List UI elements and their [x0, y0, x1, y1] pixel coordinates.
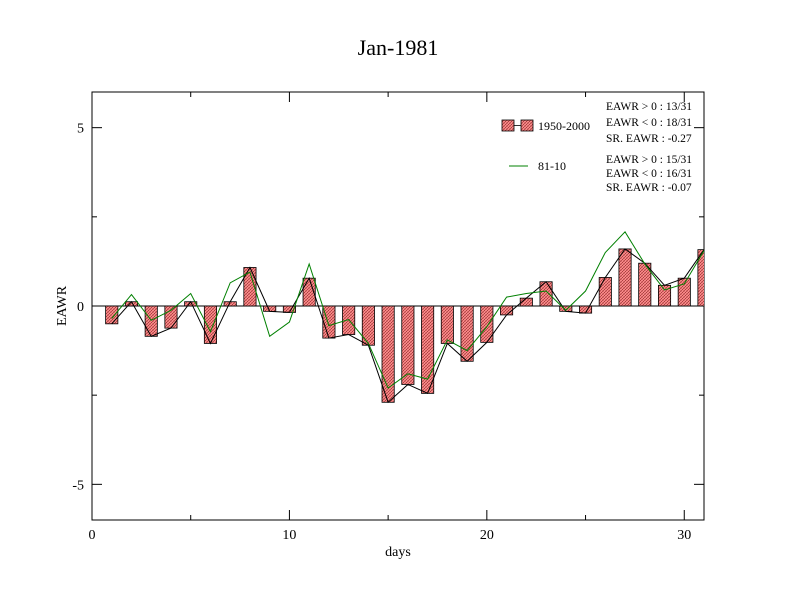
bar [460, 305, 474, 362]
bar [677, 277, 691, 307]
bar [697, 249, 704, 307]
x-tick-label: 30 [677, 528, 691, 543]
bar [579, 305, 593, 314]
stats: EAWR > 0 : 13/31 EAWR < 0 : 18/31 SR. EA… [606, 101, 692, 194]
series-line-1950-2000 [111, 248, 704, 404]
x-tick-label: 20 [480, 528, 494, 543]
x-tick-label: 0 [89, 528, 96, 543]
bar [401, 305, 415, 385]
chart-title: Jan-1981 [358, 35, 439, 60]
y-tick-label: 5 [77, 122, 84, 137]
x-tick-label: 10 [282, 528, 296, 543]
stat-line-negative: EAWR < 0 : 16/31 [606, 168, 692, 180]
y-tick-label: -5 [72, 478, 84, 493]
stat-bars-sr: SR. EAWR : -0.27 [606, 133, 692, 145]
bar [500, 305, 514, 316]
legend-label-line: 81-10 [538, 159, 566, 173]
bar [618, 248, 632, 307]
legend-label-bars: 1950-2000 [538, 119, 590, 133]
stat-bars-negative: EAWR < 0 : 18/31 [606, 117, 692, 129]
bar [598, 277, 612, 307]
x-axis-label: days [385, 545, 411, 560]
series-line-81-10 [111, 230, 704, 389]
legend: 1950-2000 81-10 [501, 119, 590, 173]
y-axis-label: EAWR [55, 285, 70, 326]
stat-line-positive: EAWR > 0 : 15/31 [606, 154, 692, 166]
bar [361, 305, 375, 346]
stat-line-sr: SR. EAWR : -0.07 [606, 182, 692, 194]
bar [105, 305, 119, 325]
bar [421, 305, 435, 394]
legend-swatch-bars-right [520, 119, 534, 132]
axes: 0 10 20 30 -5 0 5 [72, 92, 704, 543]
bar [203, 305, 217, 344]
bar [144, 305, 158, 337]
bar [164, 305, 178, 329]
plot-area [92, 230, 704, 404]
legend-swatch-bars-left [501, 119, 515, 132]
bar [440, 305, 454, 344]
y-tick-label: 0 [77, 300, 84, 315]
stat-bars-positive: EAWR > 0 : 13/31 [606, 101, 692, 113]
